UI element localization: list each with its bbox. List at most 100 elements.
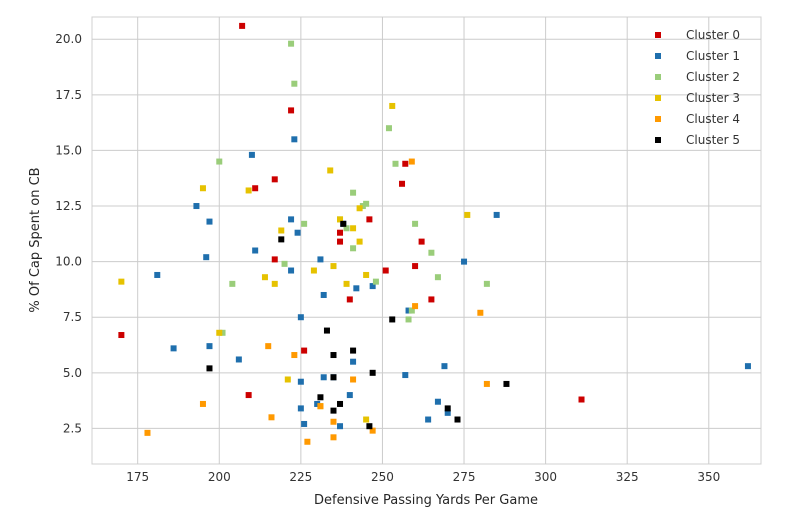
data-point xyxy=(327,167,334,174)
data-point xyxy=(310,267,317,274)
data-point xyxy=(578,396,585,403)
legend-label: Cluster 3 xyxy=(686,91,740,105)
data-point xyxy=(203,254,210,261)
y-tick-label: 15.0 xyxy=(55,143,82,157)
data-point xyxy=(350,358,357,365)
data-point xyxy=(483,280,490,287)
data-point xyxy=(297,405,304,412)
data-point xyxy=(385,125,392,132)
data-point xyxy=(320,374,327,381)
data-point xyxy=(239,22,246,29)
data-point xyxy=(206,365,213,372)
series-cluster-5 xyxy=(206,220,510,430)
data-point xyxy=(444,405,451,412)
data-point xyxy=(461,258,468,265)
data-point xyxy=(428,296,435,303)
data-point xyxy=(408,307,415,314)
data-point xyxy=(382,267,389,274)
y-tick-label: 17.5 xyxy=(55,88,82,102)
data-point xyxy=(369,283,376,290)
data-point xyxy=(170,345,177,352)
data-point xyxy=(291,136,298,143)
data-point xyxy=(350,225,357,232)
x-tick-labels: 175 200 225 250 275 300 325 350 xyxy=(126,470,720,484)
data-point xyxy=(245,187,252,194)
y-tick-label: 2.5 xyxy=(63,421,82,435)
data-point xyxy=(337,229,344,236)
x-tick-label: 200 xyxy=(208,470,231,484)
data-point xyxy=(317,256,324,263)
data-point xyxy=(284,376,291,383)
data-point xyxy=(288,267,295,274)
y-tick-label: 20.0 xyxy=(55,32,82,46)
y-tick-label: 10.0 xyxy=(55,255,82,269)
legend-marker xyxy=(655,53,661,59)
data-point xyxy=(288,216,295,223)
data-point xyxy=(219,329,226,336)
data-point xyxy=(477,309,484,316)
data-point xyxy=(372,278,379,285)
data-point xyxy=(412,263,419,270)
data-point xyxy=(350,245,357,252)
data-point xyxy=(346,296,353,303)
legend-label: Cluster 1 xyxy=(686,49,740,63)
data-point xyxy=(337,216,344,223)
data-point xyxy=(206,218,213,225)
legend: Cluster 0 Cluster 1 Cluster 2 Cluster 3 Clus… xyxy=(655,28,740,147)
data-point xyxy=(359,203,366,210)
data-point xyxy=(229,280,236,287)
plot-area xyxy=(91,16,762,465)
x-tick-label: 350 xyxy=(697,470,720,484)
data-point xyxy=(350,347,357,354)
data-point xyxy=(278,236,285,243)
y-tick-label: 7.5 xyxy=(63,310,82,324)
data-point xyxy=(441,363,448,370)
data-point xyxy=(261,274,268,281)
x-tick-label: 300 xyxy=(534,470,557,484)
data-point xyxy=(337,423,344,430)
x-tick-label: 325 xyxy=(616,470,639,484)
data-point xyxy=(206,343,213,350)
data-point xyxy=(454,416,461,423)
legend-label: Cluster 0 xyxy=(686,28,740,42)
data-point xyxy=(366,423,373,430)
data-point xyxy=(366,216,373,223)
data-point xyxy=(363,200,370,207)
data-point xyxy=(216,329,223,336)
data-point xyxy=(330,418,337,425)
data-point xyxy=(216,158,223,165)
data-point xyxy=(392,160,399,167)
series-cluster-1 xyxy=(154,136,751,430)
data-point xyxy=(288,40,295,47)
data-point xyxy=(356,238,363,245)
data-point xyxy=(350,189,357,196)
legend-marker xyxy=(655,137,661,143)
data-point xyxy=(265,343,272,350)
y-tick-label: 12.5 xyxy=(55,199,82,213)
data-point xyxy=(278,227,285,234)
series-cluster-4 xyxy=(144,158,490,445)
data-point xyxy=(314,400,321,407)
data-point xyxy=(337,400,344,407)
data-point xyxy=(493,211,500,218)
data-point xyxy=(301,220,308,227)
legend-marker xyxy=(655,74,661,80)
data-point xyxy=(330,407,337,414)
data-point xyxy=(412,220,419,227)
data-point xyxy=(350,376,357,383)
data-point xyxy=(271,256,278,263)
legend-marker xyxy=(655,116,661,122)
data-point xyxy=(369,369,376,376)
data-point xyxy=(337,238,344,245)
data-point xyxy=(193,203,200,210)
series-cluster-2 xyxy=(216,40,490,336)
data-point xyxy=(301,420,308,427)
data-point xyxy=(320,291,327,298)
data-point xyxy=(330,352,337,359)
data-point xyxy=(154,271,161,278)
data-point xyxy=(291,80,298,87)
data-point xyxy=(330,374,337,381)
data-point xyxy=(503,380,510,387)
data-point xyxy=(346,392,353,399)
x-tick-label: 175 xyxy=(126,470,149,484)
